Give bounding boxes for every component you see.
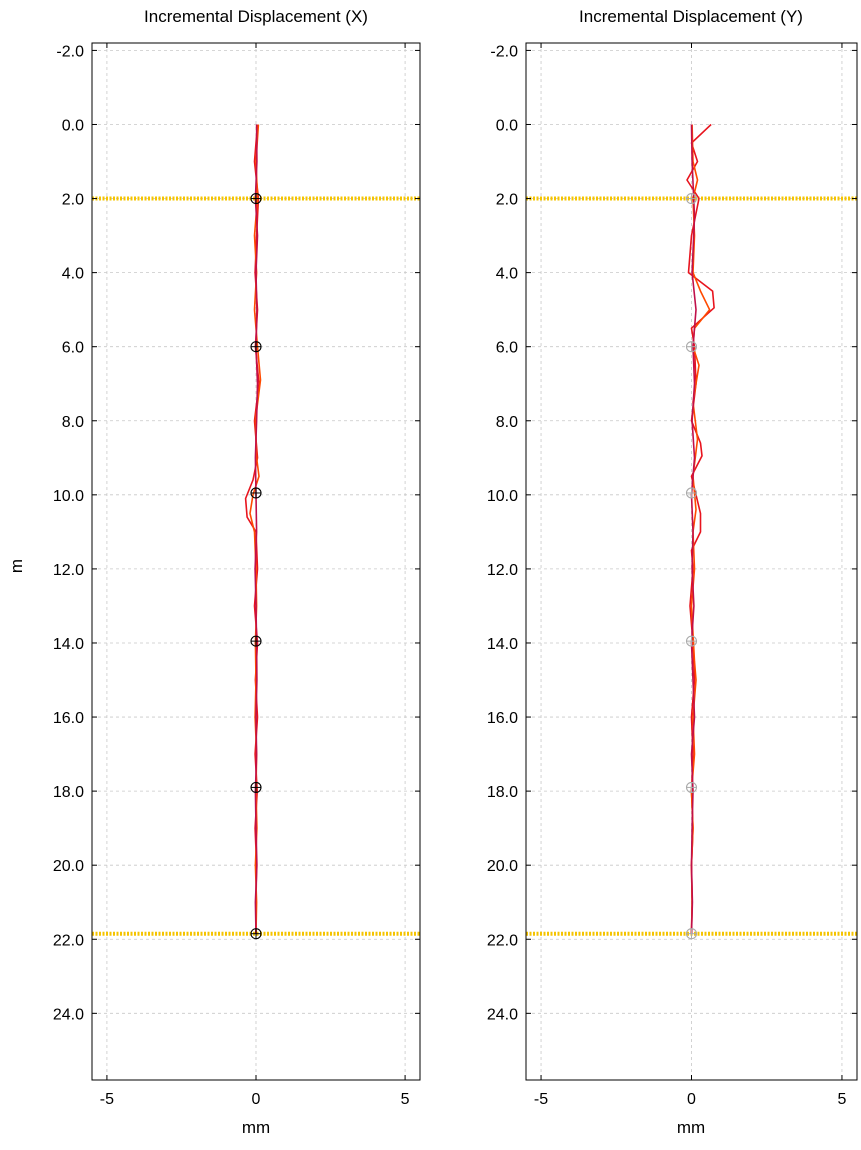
data-marker [685,193,698,205]
data-marker [250,487,262,499]
y-tick-label: 24.0 [53,1006,84,1023]
data-marker [250,341,262,353]
data-marker [250,193,262,205]
y-tick-label: -2.0 [56,43,84,60]
x-tick-label: -5 [100,1091,114,1108]
data-marker [685,341,698,353]
y-tick-label: 0.0 [62,117,84,134]
series-line [244,124,260,934]
x-tick-label: -5 [534,1091,548,1108]
x-axis-label: mm [677,1118,705,1137]
chart-panel-y: -2.0 0.0 2.0 4.0 6.0 8.0 10.0 12.0 14.0 16.0 18.0 2… [487,7,858,1137]
y-tick-label: 18.0 [53,784,84,801]
y-tick-label: 14.0 [487,636,518,653]
y-tick-label: 22.0 [53,932,84,949]
y-tick-label: 12.0 [487,562,518,579]
data-marker [250,928,262,940]
data-marker [685,487,698,499]
y-tick-label: 24.0 [487,1006,518,1023]
y-tick-label: 20.0 [487,858,518,875]
y-tick-label: 0.0 [496,117,518,134]
x-tick-label: 0 [687,1091,696,1108]
y-tick-label: 14.0 [53,636,84,653]
x-tick-label: 5 [401,1091,410,1108]
chart-title: Incremental Displacement (Y) [579,7,803,26]
y-tick-label: 4.0 [62,266,84,283]
data-marker [685,635,698,647]
y-tick-label: 8.0 [496,414,518,431]
data-marker [685,928,698,940]
y-tick-label: 4.0 [496,266,518,283]
y-tick-label: 2.0 [62,192,84,209]
y-tick-label: 6.0 [496,340,518,357]
y-tick-label: 2.0 [496,192,518,209]
x-axis-label: mm [242,1118,270,1137]
data-marker [250,781,262,793]
y-tick-label: 10.0 [53,488,84,505]
y-tick-label: 6.0 [62,340,84,357]
x-tick-label: 5 [838,1091,847,1108]
chart-panel-x: -2.0 0.0 2.0 4.0 6.0 8.0 10.0 12.0 14.0 16.0 18.0 2… [7,7,421,1137]
data-marker [250,635,262,647]
y-tick-label: -2.0 [490,43,518,60]
series-line [254,124,259,934]
x-tick-label: 0 [252,1091,261,1108]
y-axis-label: m [7,559,26,573]
y-tick-label: 12.0 [53,562,84,579]
y-tick-label: 16.0 [53,710,84,727]
series-line [690,124,697,934]
y-tick-label: 20.0 [53,858,84,875]
y-tick-label: 10.0 [487,488,518,505]
chart-title: Incremental Displacement (X) [144,7,368,26]
y-tick-label: 8.0 [62,414,84,431]
data-marker [685,781,698,793]
y-tick-label: 18.0 [487,784,518,801]
series-line [686,123,715,934]
y-tick-label: 22.0 [487,932,518,949]
y-tick-label: 16.0 [487,710,518,727]
